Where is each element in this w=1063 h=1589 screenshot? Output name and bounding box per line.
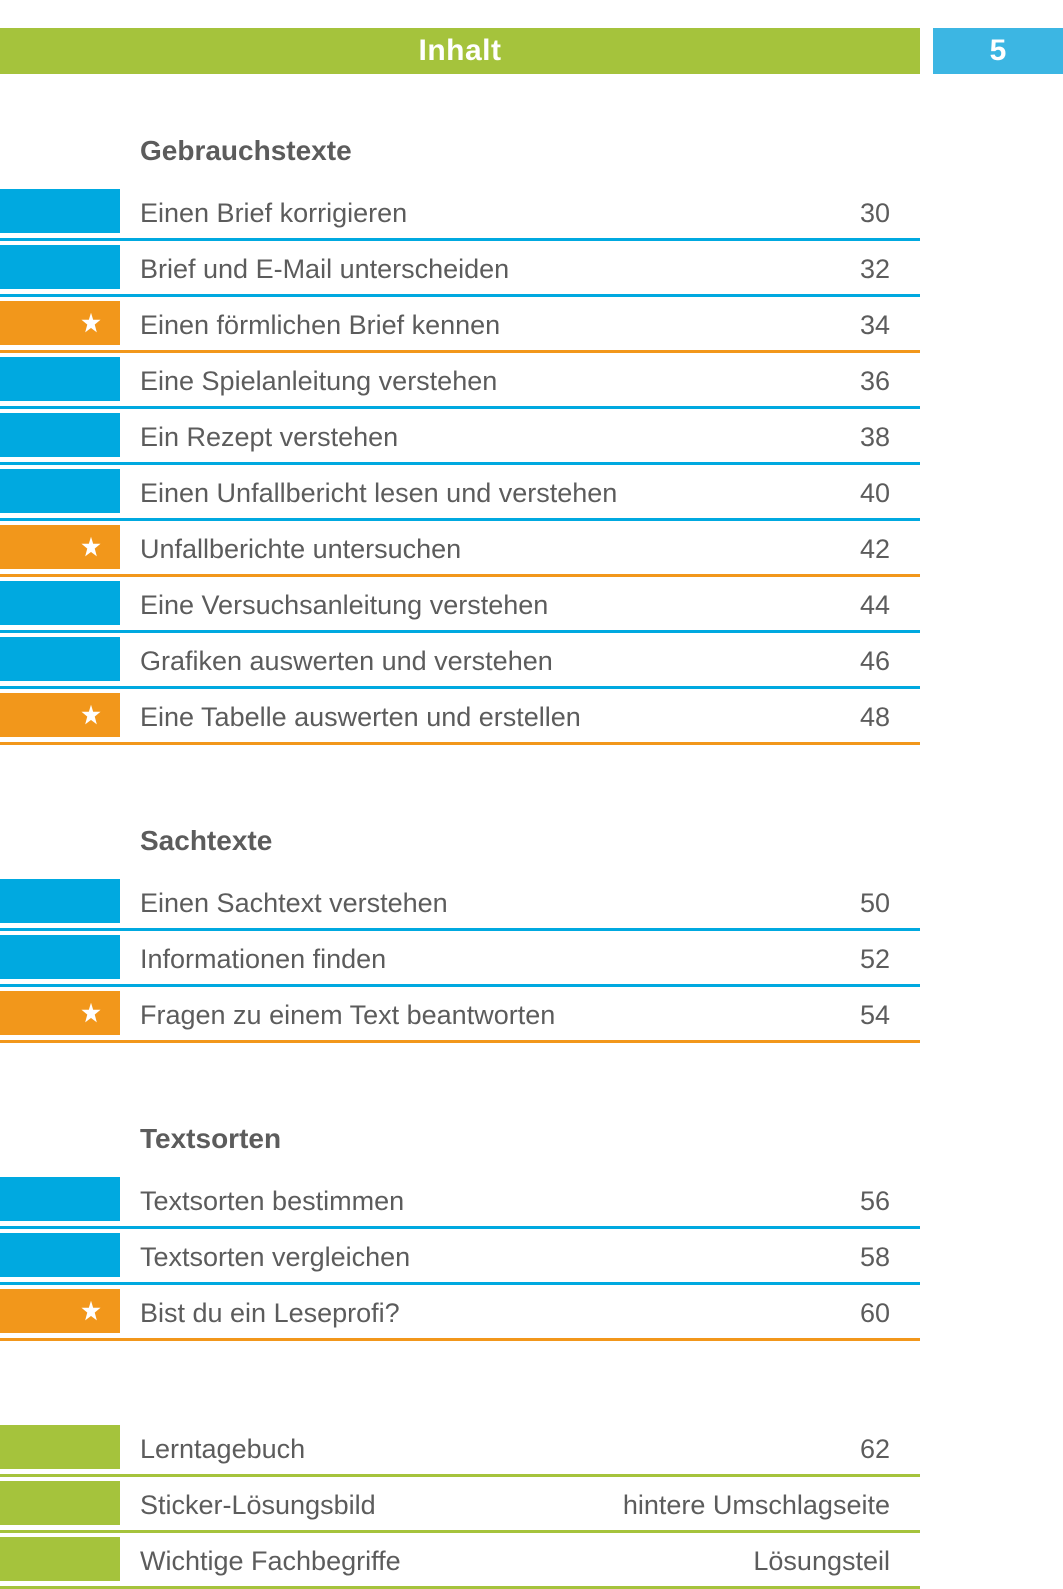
toc-label: Sticker-Lösungsbild: [140, 1486, 623, 1521]
toc-section: SachtexteEinen Sachtext verstehen50Infor…: [0, 825, 920, 1043]
section-title: Sachtexte: [0, 825, 920, 857]
toc-page-number: 40: [860, 474, 920, 509]
row-color-tab: [0, 693, 120, 737]
row-color-tab: [0, 413, 120, 457]
toc-label: Eine Tabelle auswerten und erstellen: [140, 698, 860, 733]
toc-row: Textsorten vergleichen58: [0, 1229, 920, 1285]
toc-row: Einen Unfallbericht lesen und verstehen4…: [0, 465, 920, 521]
toc-page-number: 42: [860, 530, 920, 565]
row-color-tab: [0, 245, 120, 289]
star-icon: [80, 1300, 102, 1322]
page-header: Inhalt 5: [0, 28, 1063, 74]
toc-page-number: 46: [860, 642, 920, 677]
star-icon: [80, 536, 102, 558]
toc-label: Textsorten vergleichen: [140, 1238, 860, 1273]
star-icon: [80, 704, 102, 726]
toc-label: Bist du ein Leseprofi?: [140, 1294, 860, 1329]
toc-row: Brief und E-Mail unterscheiden32: [0, 241, 920, 297]
toc-label: Fragen zu einem Text beantworten: [140, 996, 860, 1031]
toc-page-number: 56: [860, 1182, 920, 1217]
toc-row: Ein Rezept verstehen38: [0, 409, 920, 465]
row-color-tab: [0, 1233, 120, 1277]
toc-page-number: 60: [860, 1294, 920, 1329]
row-color-tab: [0, 1481, 120, 1525]
toc-section: Lerntagebuch62Sticker-Lösungsbildhintere…: [0, 1421, 920, 1589]
toc-label: Grafiken auswerten und verstehen: [140, 642, 860, 677]
row-color-tab: [0, 357, 120, 401]
toc-row: Wichtige FachbegriffeLösungsteil: [0, 1533, 920, 1589]
row-color-tab: [0, 1537, 120, 1581]
toc-row: Unfallberichte untersuchen42: [0, 521, 920, 577]
toc-page-number: 62: [860, 1430, 920, 1465]
row-color-tab: [0, 525, 120, 569]
toc-page-number: hintere Umschlagseite: [623, 1486, 920, 1521]
row-color-tab: [0, 935, 120, 979]
toc-label: Einen Brief korrigieren: [140, 194, 860, 229]
toc-page-number: 32: [860, 250, 920, 285]
row-color-tab: [0, 301, 120, 345]
toc-label: Einen Unfallbericht lesen und verstehen: [140, 474, 860, 509]
row-color-tab: [0, 1289, 120, 1333]
toc-label: Informationen finden: [140, 940, 860, 975]
toc-label: Brief und E-Mail unterscheiden: [140, 250, 860, 285]
section-title: Gebrauchstexte: [0, 135, 920, 167]
header-title: Inhalt: [0, 28, 920, 74]
toc-page-number: 34: [860, 306, 920, 341]
toc-row: Eine Spielanleitung verstehen36: [0, 353, 920, 409]
toc-row: Eine Versuchsanleitung verstehen44: [0, 577, 920, 633]
row-color-tab: [0, 189, 120, 233]
toc-row: Einen Sachtext verstehen50: [0, 875, 920, 931]
toc-label: Textsorten bestimmen: [140, 1182, 860, 1217]
toc-label: Einen förmlichen Brief kennen: [140, 306, 860, 341]
star-icon: [80, 1002, 102, 1024]
toc-row: Einen förmlichen Brief kennen34: [0, 297, 920, 353]
toc-label: Eine Versuchsanleitung verstehen: [140, 586, 860, 621]
row-color-tab: [0, 469, 120, 513]
toc-page-number: 38: [860, 418, 920, 453]
toc-label: Ein Rezept verstehen: [140, 418, 860, 453]
toc-page-number: 50: [860, 884, 920, 919]
toc-page-number: 52: [860, 940, 920, 975]
toc-label: Wichtige Fachbegriffe: [140, 1542, 753, 1577]
header-page-number: 5: [933, 28, 1063, 74]
row-color-tab: [0, 1177, 120, 1221]
row-color-tab: [0, 637, 120, 681]
toc-page-number: 30: [860, 194, 920, 229]
toc-row: Lerntagebuch62: [0, 1421, 920, 1477]
toc-section: GebrauchstexteEinen Brief korrigieren30B…: [0, 135, 920, 745]
toc-content: GebrauchstexteEinen Brief korrigieren30B…: [0, 135, 920, 1589]
toc-page-number: 48: [860, 698, 920, 733]
toc-label: Unfallberichte untersuchen: [140, 530, 860, 565]
toc-row: Sticker-Lösungsbildhintere Umschlagseite: [0, 1477, 920, 1533]
toc-label: Eine Spielanleitung verstehen: [140, 362, 860, 397]
row-color-tab: [0, 1425, 120, 1469]
toc-row: Bist du ein Leseprofi?60: [0, 1285, 920, 1341]
toc-row: Informationen finden52: [0, 931, 920, 987]
toc-page-number: 44: [860, 586, 920, 621]
star-icon: [80, 312, 102, 334]
toc-row: Einen Brief korrigieren30: [0, 185, 920, 241]
row-color-tab: [0, 581, 120, 625]
section-title: Textsorten: [0, 1123, 920, 1155]
toc-page-number: Lösungsteil: [753, 1542, 920, 1577]
toc-row: Grafiken auswerten und verstehen46: [0, 633, 920, 689]
toc-page-number: 36: [860, 362, 920, 397]
toc-label: Einen Sachtext verstehen: [140, 884, 860, 919]
row-color-tab: [0, 879, 120, 923]
toc-row: Eine Tabelle auswerten und erstellen48: [0, 689, 920, 745]
toc-section: TextsortenTextsorten bestimmen56Textsort…: [0, 1123, 920, 1341]
toc-row: Fragen zu einem Text beantworten54: [0, 987, 920, 1043]
toc-label: Lerntagebuch: [140, 1430, 860, 1465]
toc-row: Textsorten bestimmen56: [0, 1173, 920, 1229]
toc-page-number: 54: [860, 996, 920, 1031]
row-color-tab: [0, 991, 120, 1035]
toc-page-number: 58: [860, 1238, 920, 1273]
